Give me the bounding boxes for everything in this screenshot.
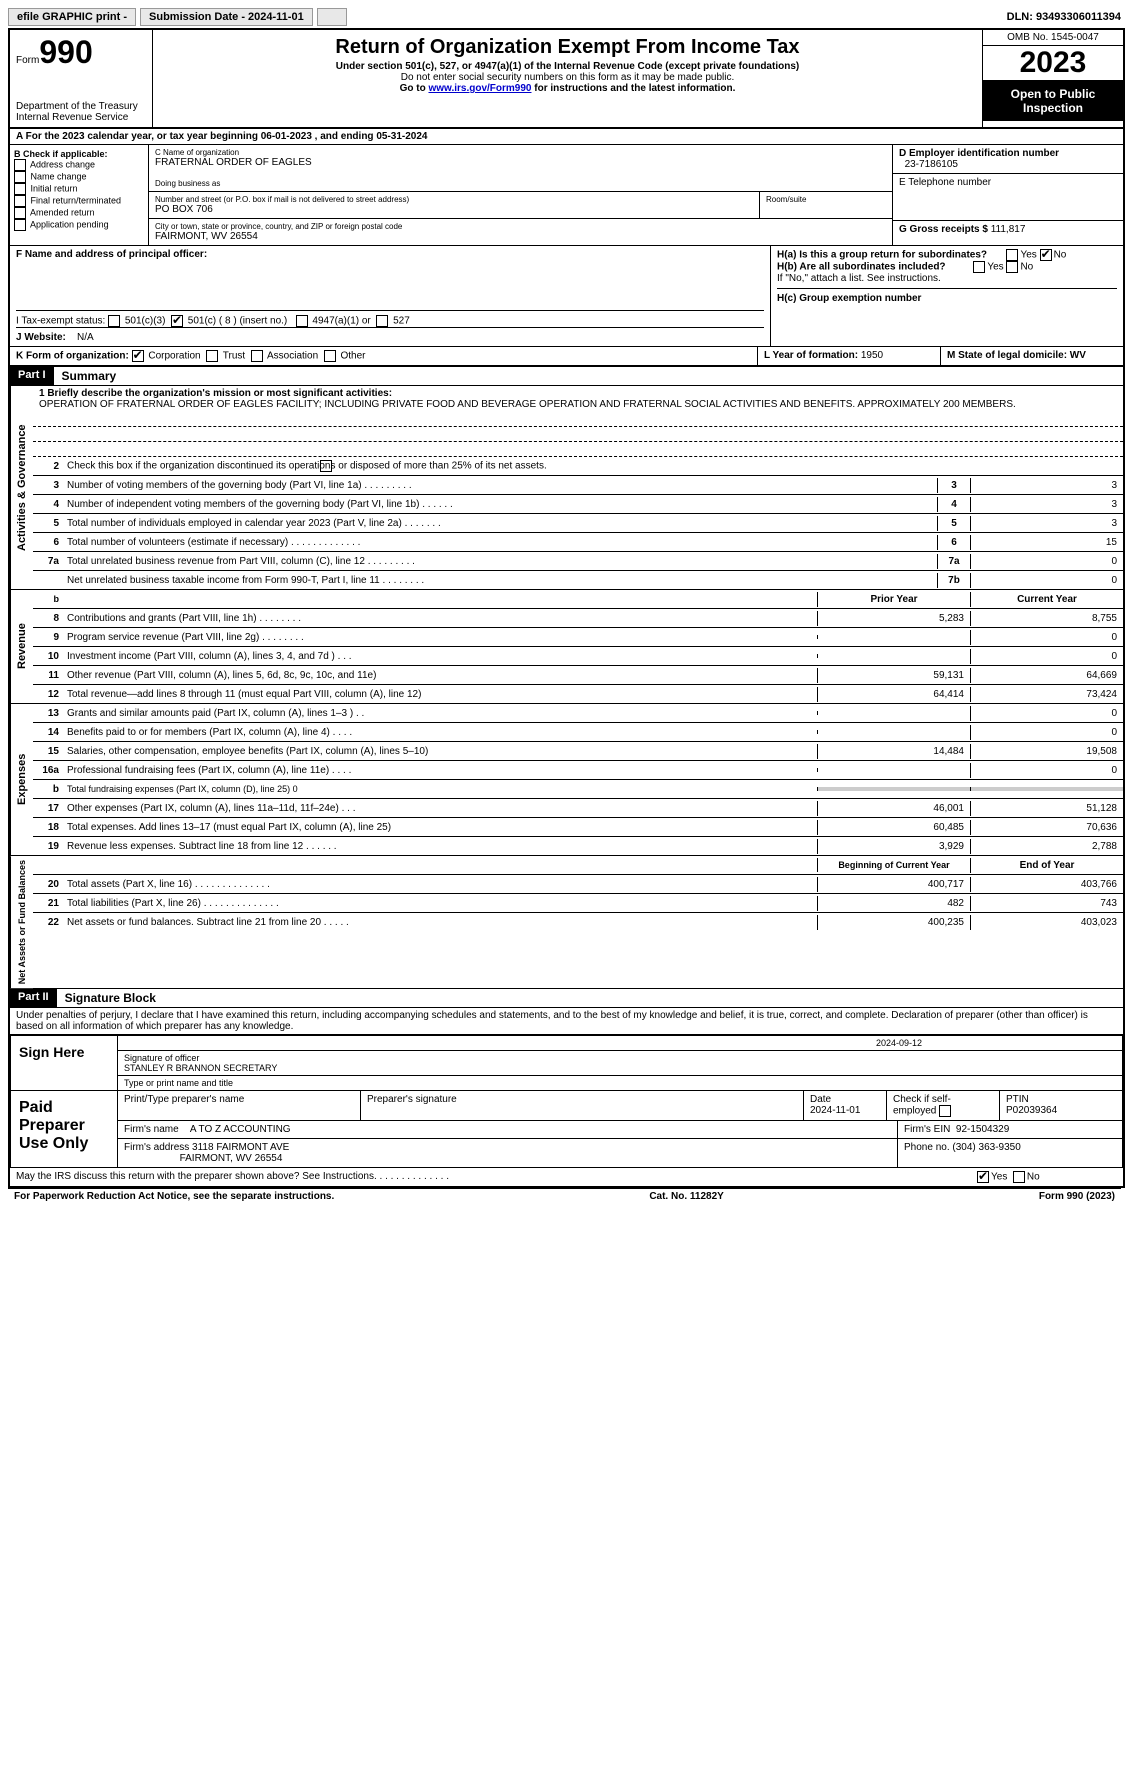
col-b: B Check if applicable: Address change Na…: [10, 145, 149, 245]
ein: 23-7186105: [905, 159, 958, 170]
footer-right: Form 990 (2023): [1039, 1191, 1115, 1202]
officer-name: STANLEY R BRANNON SECRETARY: [124, 1063, 277, 1073]
check-other[interactable]: [324, 350, 336, 362]
tab-expenses: Expenses: [10, 704, 33, 855]
col-de: D Employer identification number 23-7186…: [892, 145, 1123, 245]
check-selfemployed[interactable]: [939, 1105, 951, 1117]
check-amended[interactable]: [14, 207, 26, 219]
firm-addr1: 3118 FAIRMONT AVE: [192, 1142, 289, 1153]
line-klm: K Form of organization: Corporation Trus…: [10, 347, 1123, 366]
form-number: 990: [39, 34, 92, 70]
check-corp[interactable]: [132, 350, 144, 362]
omb-number: OMB No. 1545-0047: [983, 30, 1123, 46]
check-final[interactable]: [14, 195, 26, 207]
note-link: Go to www.irs.gov/Form990 for instructio…: [161, 83, 974, 94]
org-name: FRATERNAL ORDER OF EAGLES: [155, 157, 886, 168]
ha-yes[interactable]: [1006, 249, 1018, 261]
tab-governance: Activities & Governance: [10, 386, 33, 589]
footer-left: For Paperwork Reduction Act Notice, see …: [14, 1191, 334, 1202]
tab-netassets: Net Assets or Fund Balances: [10, 856, 33, 988]
form-title: Return of Organization Exempt From Incom…: [161, 36, 974, 59]
discuss-yes[interactable]: [977, 1171, 989, 1183]
tab-revenue: Revenue: [10, 590, 33, 703]
efile-button[interactable]: efile GRAPHIC print -: [8, 8, 136, 26]
dept-label: Department of the Treasury Internal Reve…: [16, 101, 146, 123]
form-container: Form990 Department of the Treasury Inter…: [8, 28, 1125, 1188]
val-7a: 0: [970, 554, 1123, 569]
irs-link[interactable]: www.irs.gov/Form990: [428, 83, 531, 94]
website: N/A: [77, 332, 94, 343]
gross-receipts: 111,817: [991, 224, 1026, 235]
discuss-no[interactable]: [1013, 1171, 1025, 1183]
city-state-zip: FAIRMONT, WV 26554: [155, 231, 258, 242]
hb-no[interactable]: [1006, 261, 1018, 273]
check-4947[interactable]: [296, 315, 308, 327]
check-501c3[interactable]: [108, 315, 120, 327]
footer-mid: Cat. No. 11282Y: [649, 1191, 723, 1202]
check-527[interactable]: [376, 315, 388, 327]
check-discontinued[interactable]: [320, 460, 332, 472]
form-label: Form: [16, 55, 39, 66]
discuss-row: May the IRS discuss this return with the…: [10, 1168, 1123, 1186]
check-trust[interactable]: [206, 350, 218, 362]
check-name[interactable]: [14, 171, 26, 183]
submission-date-button[interactable]: Submission Date - 2024-11-01: [140, 8, 313, 26]
firm-ein: 92-1504329: [956, 1124, 1009, 1135]
val-7b: 0: [970, 573, 1123, 588]
part2-title: Signature Block: [57, 989, 164, 1007]
val-4: 3: [970, 497, 1123, 512]
declaration: Under penalties of perjury, I declare th…: [10, 1008, 1123, 1034]
hb-yes[interactable]: [973, 261, 985, 273]
year-formation: 1950: [861, 350, 883, 361]
check-address[interactable]: [14, 159, 26, 171]
check-501c[interactable]: [171, 315, 183, 327]
tax-year: 2023: [983, 46, 1123, 81]
paid-preparer: Paid Preparer Use Only Print/Type prepar…: [10, 1091, 1123, 1168]
address: PO BOX 706: [155, 204, 213, 215]
sign-date: 2024-09-12: [118, 1036, 1122, 1051]
dln: DLN: 93493306011394: [1007, 11, 1121, 23]
sign-here: Sign Here 2024-09-12 Signature of office…: [10, 1034, 1123, 1091]
line-f-h: F Name and address of principal officer:…: [10, 246, 1123, 347]
footer: For Paperwork Reduction Act Notice, see …: [8, 1188, 1121, 1204]
val-5: 3: [970, 516, 1123, 531]
check-assoc[interactable]: [251, 350, 263, 362]
firm-name: A TO Z ACCOUNTING: [190, 1124, 291, 1135]
ptin: P02039364: [1006, 1105, 1057, 1116]
part2-header: Part II: [10, 989, 57, 1007]
firm-addr2: FAIRMONT, WV 26554: [180, 1153, 283, 1164]
open-inspection: Open to Public Inspection: [983, 81, 1123, 121]
form-subtitle: Under section 501(c), 527, or 4947(a)(1)…: [161, 61, 974, 72]
line-a: A For the 2023 calendar year, or tax yea…: [10, 129, 1123, 145]
val-3: 3: [970, 478, 1123, 493]
col-c: C Name of organizationFRATERNAL ORDER OF…: [149, 145, 892, 245]
top-bar: efile GRAPHIC print - Submission Date - …: [8, 8, 1121, 26]
ha-no[interactable]: [1040, 249, 1052, 261]
check-pending[interactable]: [14, 219, 26, 231]
note-ssn: Do not enter social security numbers on …: [161, 72, 974, 83]
mission-text: OPERATION OF FRATERNAL ORDER OF EAGLES F…: [39, 399, 1016, 410]
state-domicile: M State of legal domicile: WV: [947, 350, 1086, 361]
val-6: 15: [970, 535, 1123, 550]
form-header: Form990 Department of the Treasury Inter…: [10, 30, 1123, 129]
part1-header: Part I: [10, 367, 54, 385]
section-bcde: B Check if applicable: Address change Na…: [10, 145, 1123, 246]
check-initial[interactable]: [14, 183, 26, 195]
part1-title: Summary: [54, 367, 125, 385]
blank-button[interactable]: [317, 8, 347, 26]
firm-phone: (304) 363-9350: [952, 1142, 1020, 1153]
